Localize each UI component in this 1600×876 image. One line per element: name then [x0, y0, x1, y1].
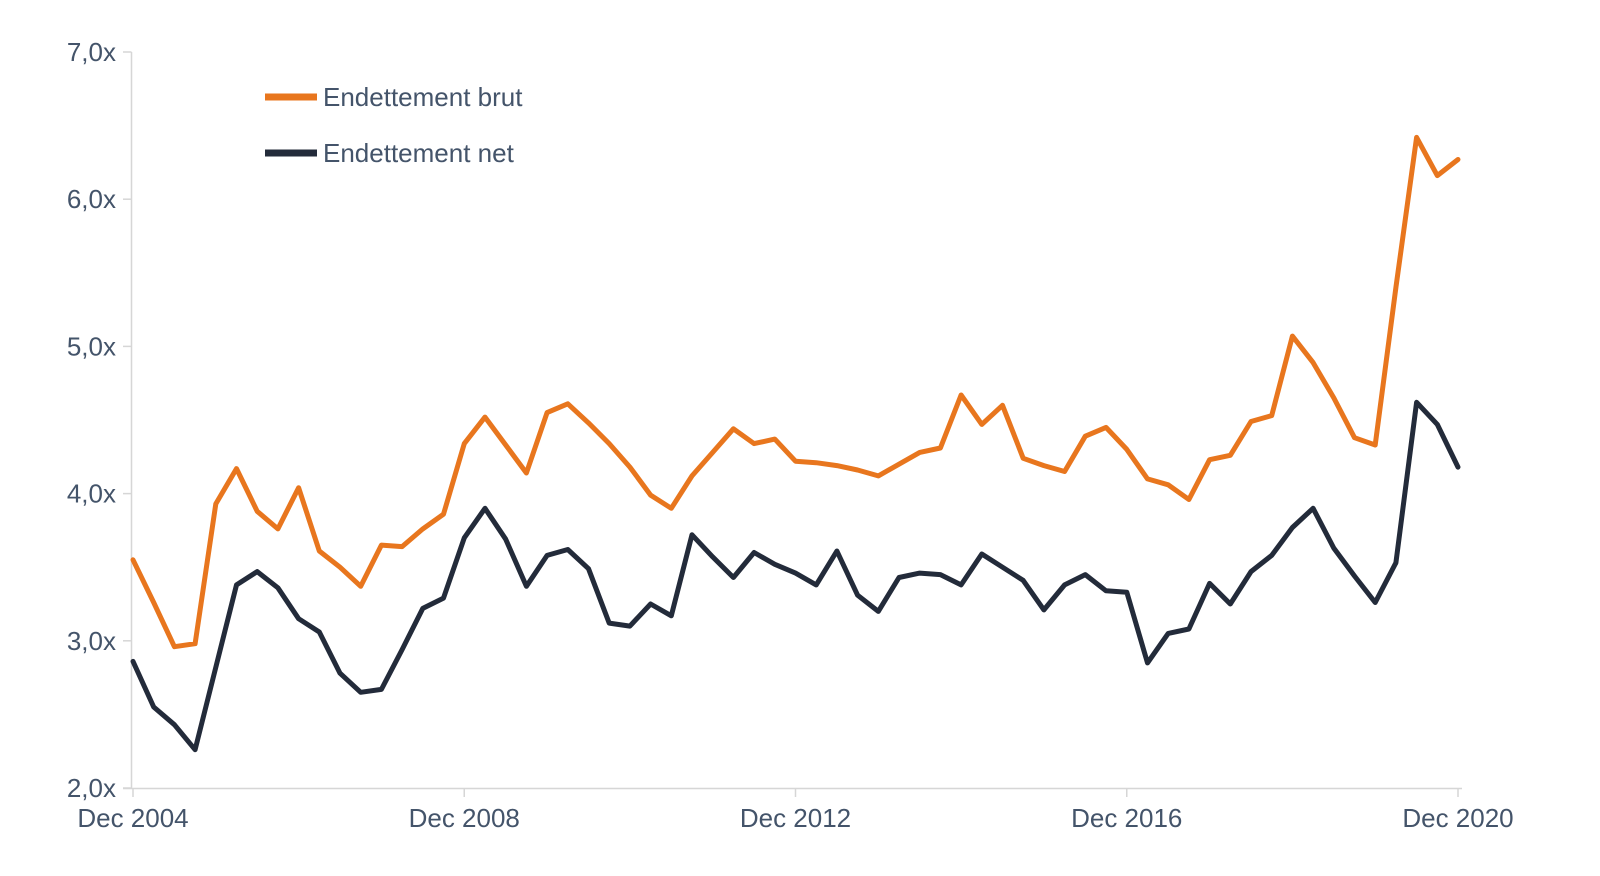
endettement-net-line [130, 399, 1461, 753]
x-tick-label: Dec 2020 [1402, 803, 1513, 833]
y-tick-label: 6,0x [67, 184, 116, 214]
legend-label-brut: Endettement brut [323, 82, 523, 112]
y-tick-label: 7,0x [67, 37, 116, 67]
y-tick-label: 5,0x [67, 331, 116, 361]
y-tick-label: 4,0x [67, 479, 116, 509]
endettement-brut-line [130, 134, 1461, 650]
legend-label-net: Endettement net [323, 138, 515, 168]
x-axis: Dec 2004 Dec 2008 Dec 2012 Dec 2016 Dec 2020 [77, 787, 1514, 833]
x-tick-label: Dec 2012 [740, 803, 851, 833]
y-tick-label: 2,0x [67, 773, 116, 803]
legend: Endettement brut Endettement net [265, 82, 523, 168]
y-tick-label: 3,0x [67, 626, 116, 656]
y-axis: 2,0x 3,0x 4,0x 5,0x 6,0x 7,0x [67, 37, 133, 803]
x-tick-label: Dec 2004 [77, 803, 188, 833]
x-tick-label: Dec 2016 [1071, 803, 1182, 833]
x-tick-label: Dec 2008 [409, 803, 520, 833]
